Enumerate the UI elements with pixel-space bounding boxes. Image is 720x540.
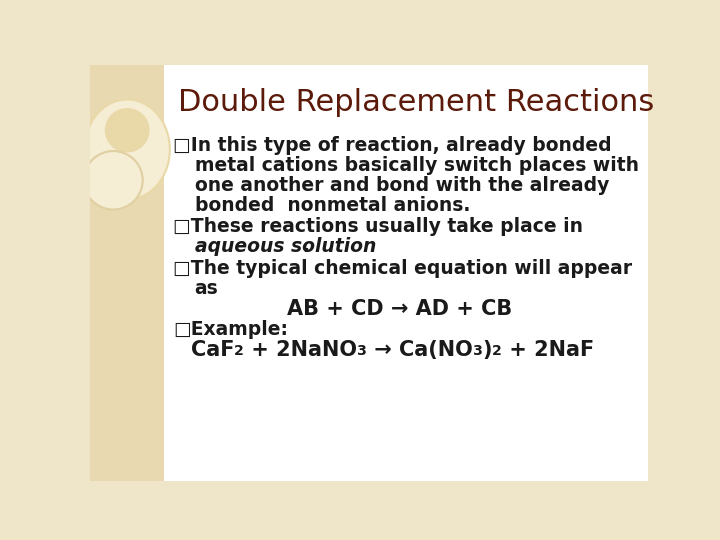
Text: one another and bond with the already: one another and bond with the already bbox=[194, 176, 609, 195]
Text: + 2NaF: + 2NaF bbox=[502, 340, 594, 361]
Text: bonded  nonmetal anions.: bonded nonmetal anions. bbox=[194, 195, 470, 215]
Text: CaF: CaF bbox=[191, 340, 234, 361]
Text: + 2NaNO: + 2NaNO bbox=[244, 340, 357, 361]
Text: as: as bbox=[194, 279, 218, 298]
Text: → Ca(NO: → Ca(NO bbox=[367, 340, 473, 361]
Ellipse shape bbox=[84, 99, 170, 200]
FancyBboxPatch shape bbox=[163, 65, 648, 481]
Text: ): ) bbox=[482, 340, 492, 361]
Text: metal cations basically switch places with: metal cations basically switch places wi… bbox=[194, 156, 639, 174]
Text: 3: 3 bbox=[473, 343, 482, 357]
Text: □These reactions usually take place in: □These reactions usually take place in bbox=[173, 217, 583, 237]
Text: 3: 3 bbox=[357, 343, 367, 357]
Text: aqueous solution: aqueous solution bbox=[194, 237, 376, 256]
Text: □Example:: □Example: bbox=[173, 320, 288, 340]
Text: 2: 2 bbox=[492, 343, 502, 357]
Text: .: . bbox=[302, 237, 310, 256]
Circle shape bbox=[106, 109, 149, 152]
FancyBboxPatch shape bbox=[90, 65, 163, 481]
Text: □In this type of reaction, already bonded: □In this type of reaction, already bonde… bbox=[173, 136, 611, 154]
Text: □The typical chemical equation will appear: □The typical chemical equation will appe… bbox=[173, 259, 632, 278]
Text: Double Replacement Reactions: Double Replacement Reactions bbox=[178, 88, 654, 117]
Text: AB + CD → AD + CB: AB + CD → AD + CB bbox=[287, 299, 513, 319]
Text: 2: 2 bbox=[234, 343, 244, 357]
Circle shape bbox=[84, 151, 143, 210]
